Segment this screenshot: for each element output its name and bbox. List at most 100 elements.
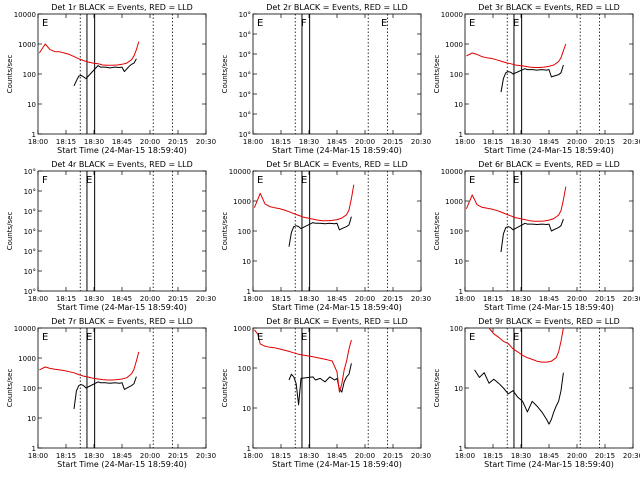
- y-tick-label: 1000: [18, 41, 36, 49]
- series-line-events: [288, 363, 352, 406]
- marker-label: E: [257, 175, 263, 186]
- panel-title: Det 4r BLACK = Events, RED = LLD: [51, 160, 193, 169]
- y-tick-label: 10: [27, 101, 36, 109]
- y-tick-label: 1: [459, 131, 463, 139]
- x-tick-label: 18:00: [455, 138, 475, 146]
- x-tick-label: 18:45: [539, 138, 559, 146]
- plot-frame: [252, 13, 422, 135]
- marker-label: E: [469, 175, 475, 186]
- y-axis-title: Counts/sec: [221, 212, 229, 251]
- x-tick-label: 18:30: [299, 295, 319, 303]
- x-tick-label: 18:15: [56, 295, 76, 303]
- y-tick-label: 1000: [445, 41, 463, 49]
- x-tick-label: 18:45: [327, 138, 347, 146]
- panel-title: Det 7r BLACK = Events, RED = LLD: [51, 317, 193, 326]
- x-tick-label: 18:15: [56, 452, 76, 460]
- plot-frame: [464, 170, 634, 292]
- y-tick-label: 10°: [24, 168, 36, 176]
- series-line-lld: [466, 43, 567, 68]
- x-tick-label: 18:30: [511, 138, 531, 146]
- x-tick-label: 18:00: [243, 452, 263, 460]
- y-tick-label: 10°: [239, 51, 251, 59]
- x-tick-label: 20:00: [567, 452, 587, 460]
- x-tick-label: 18:45: [327, 452, 347, 460]
- x-tick-label: 20:15: [168, 452, 188, 460]
- y-tick-label: 10: [454, 258, 463, 266]
- x-axis-title: Start Time (24-Mar-15 18:59:40): [484, 460, 614, 469]
- y-tick-label: 100: [238, 365, 251, 373]
- x-tick-label: 18:45: [112, 452, 132, 460]
- x-tick-label: 18:30: [84, 138, 104, 146]
- series-line-lld: [253, 184, 355, 222]
- series-line-lld: [465, 186, 567, 222]
- panel-title: Det 6r BLACK = Events, RED = LLD: [478, 160, 620, 169]
- y-tick-label: 10°: [24, 208, 36, 216]
- series-line-events: [500, 64, 564, 93]
- x-tick-label: 18:00: [243, 138, 263, 146]
- y-tick-label: 10: [242, 258, 251, 266]
- marker-label: F: [42, 175, 48, 186]
- x-axis-title: Start Time (24-Mar-15 18:59:40): [272, 460, 402, 469]
- x-tick-label: 18:30: [299, 138, 319, 146]
- y-axis-title: Counts/sec: [221, 369, 229, 408]
- panel-title: Det 8r BLACK = Events, RED = LLD: [266, 317, 408, 326]
- x-tick-label: 18:30: [511, 452, 531, 460]
- y-tick-label: 10°: [239, 11, 251, 19]
- y-tick-label: 10: [454, 101, 463, 109]
- y-tick-label: 1000: [445, 198, 463, 206]
- x-tick-label: 18:00: [455, 452, 475, 460]
- x-axis-title: Start Time (24-Mar-15 18:59:40): [484, 146, 614, 155]
- y-tick-label: 1: [32, 131, 36, 139]
- x-tick-label: 18:45: [327, 295, 347, 303]
- x-tick-label: 20:00: [355, 452, 375, 460]
- y-axis-title: Counts/sec: [6, 212, 14, 251]
- y-tick-label: 100: [450, 71, 463, 79]
- y-tick-label: 100: [450, 228, 463, 236]
- y-axis-title: Counts/sec: [433, 369, 441, 408]
- marker-label: E: [42, 18, 48, 29]
- x-tick-label: 18:45: [539, 295, 559, 303]
- marker-label: E: [301, 175, 307, 186]
- x-tick-label: 20:15: [383, 295, 403, 303]
- series-line-lld: [38, 41, 140, 66]
- y-tick-label: 1: [247, 288, 251, 296]
- y-tick-label: 10000: [229, 168, 251, 176]
- marker-label: E: [257, 332, 263, 343]
- panel-1: Det 1r BLACK = Events, RED = LLD 1 10 100 10…: [6, 3, 216, 155]
- y-tick-label: 1: [459, 288, 463, 296]
- y-tick-label: 100: [23, 71, 36, 79]
- y-tick-label: 10000: [441, 168, 463, 176]
- x-tick-label: 18:00: [455, 295, 475, 303]
- plot-frame: [37, 327, 207, 449]
- x-tick-label: 20:15: [595, 452, 615, 460]
- x-axis-title: Start Time (24-Mar-15 18:59:40): [484, 303, 614, 312]
- x-tick-label: 20:30: [623, 138, 640, 146]
- x-tick-label: 20:00: [140, 138, 160, 146]
- y-tick-label: 10: [242, 405, 251, 413]
- y-axis-title: Counts/sec: [6, 55, 14, 94]
- x-axis-title: Start Time (24-Mar-15 18:59:40): [272, 303, 402, 312]
- panel-title: Det 3r BLACK = Events, RED = LLD: [478, 3, 620, 12]
- x-axis-title: Start Time (24-Mar-15 18:59:40): [57, 146, 187, 155]
- y-tick-label: 10000: [14, 11, 36, 19]
- y-tick-label: 10°: [239, 71, 251, 79]
- marker-label: E: [301, 332, 307, 343]
- plot-frame: [252, 170, 422, 292]
- x-tick-label: 20:30: [623, 295, 640, 303]
- x-tick-label: 20:30: [411, 295, 431, 303]
- x-tick-label: 18:15: [483, 452, 503, 460]
- y-tick-label: 1000: [233, 198, 251, 206]
- panel-7: Det 7r BLACK = Events, RED = LLD 1 10 100 10…: [6, 317, 216, 469]
- y-tick-label: 10°: [24, 268, 36, 276]
- y-tick-label: 100: [450, 325, 463, 333]
- panel-title: Det 9r BLACK = Events, RED = LLD: [478, 317, 620, 326]
- x-tick-label: 20:15: [168, 295, 188, 303]
- x-tick-label: 20:00: [140, 452, 160, 460]
- x-axis-title: Start Time (24-Mar-15 18:59:40): [272, 146, 402, 155]
- y-tick-label: 10°: [24, 188, 36, 196]
- series-line-events: [73, 376, 137, 410]
- y-tick-label: 10000: [14, 325, 36, 333]
- series-line-events: [474, 369, 564, 425]
- marker-label: E: [86, 175, 92, 186]
